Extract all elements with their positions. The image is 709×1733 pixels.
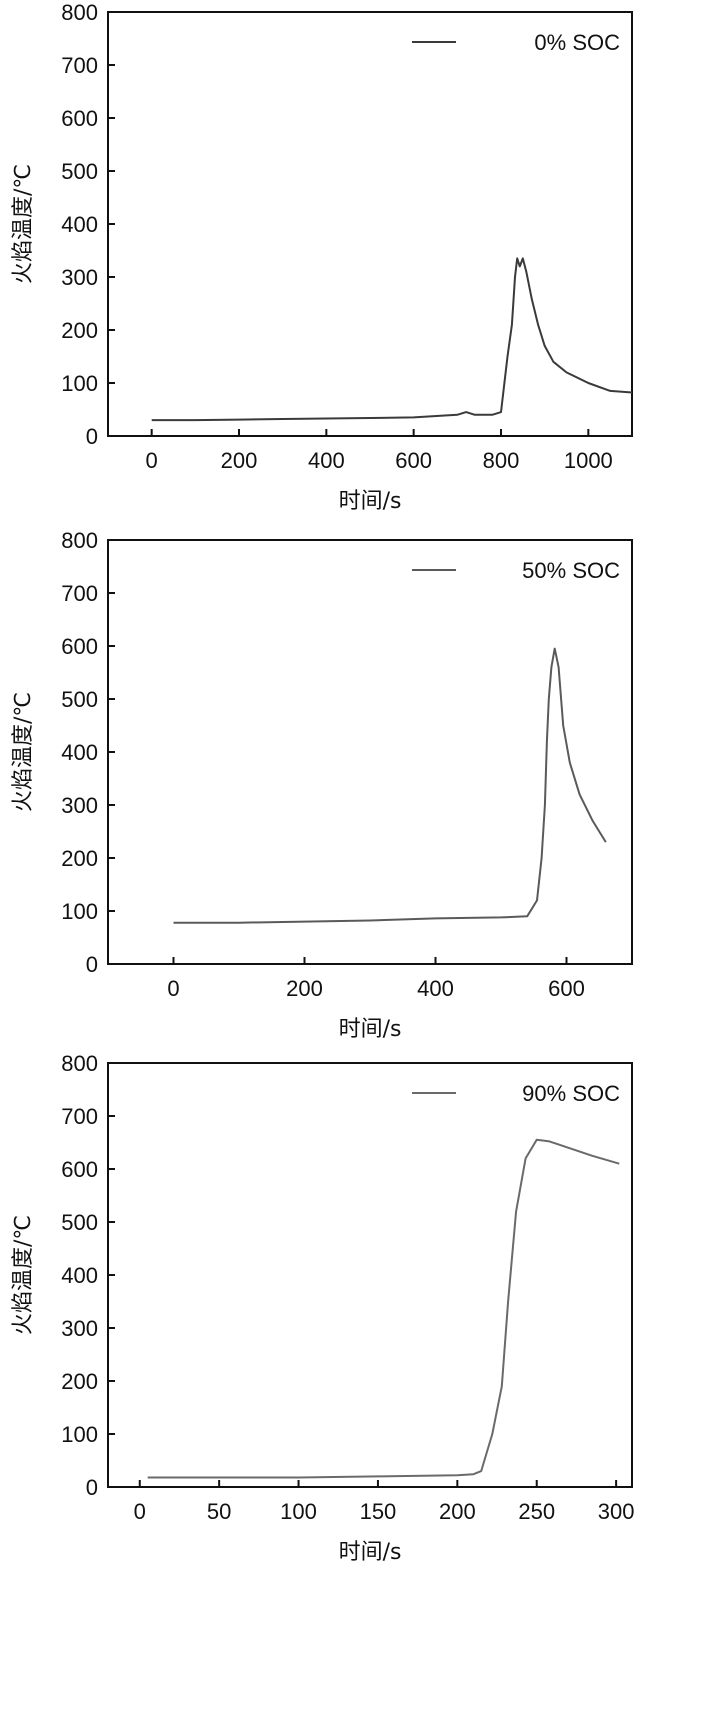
- y-tick-label: 600: [61, 634, 98, 659]
- chart-panel-1: 0 100 200 300 400 500 600 700 800 0 200 400 600 800 10…: [11, 0, 633, 514]
- y-tick-label: 500: [61, 687, 98, 712]
- x-axis-label: 时间/s: [339, 1017, 402, 1042]
- chart-panel-2: 0 100 200 300 400 500 600 700 800 0 200 400 600 时间/s 火…: [11, 528, 633, 1042]
- y-tick-label: 0: [86, 424, 98, 449]
- y-tick-label: 100: [61, 1422, 98, 1447]
- plot-frame: [107, 1062, 633, 1488]
- y-tick-label: 300: [61, 265, 98, 290]
- x-tick-label: 200: [439, 1499, 476, 1524]
- legend-label: 90% SOC: [522, 1081, 620, 1106]
- x-tick-label: 100: [280, 1499, 317, 1524]
- y-tick-label: 400: [61, 1263, 98, 1288]
- y-tick-label: 300: [61, 793, 98, 818]
- y-tick-label: 0: [86, 1475, 98, 1500]
- series-line-1: [151, 257, 633, 422]
- series-line-1: [147, 1138, 620, 1479]
- y-tick-label: 800: [61, 0, 98, 25]
- x-tick-label: 0: [134, 1499, 146, 1524]
- x-tick-label: 200: [221, 448, 258, 473]
- chart-panel-3: 0 100 200 300 400 500 600 700 800 0 50 100 150 200 250…: [11, 1051, 634, 1565]
- x-tick-label: 400: [308, 448, 345, 473]
- y-tick-label: 600: [61, 106, 98, 131]
- x-axis-label: 时间/s: [339, 1540, 402, 1565]
- y-tick-label: 800: [61, 528, 98, 553]
- x-tick-label: 300: [598, 1499, 635, 1524]
- y-tick-label: 600: [61, 1157, 98, 1182]
- y-tick-label: 400: [61, 740, 98, 765]
- y-tick-label: 800: [61, 1051, 98, 1076]
- x-tick-label: 600: [548, 976, 585, 1001]
- y-tick-label: 700: [61, 53, 98, 78]
- y-axis-label: 火焰温度/℃: [11, 164, 36, 284]
- legend-label: 50% SOC: [522, 558, 620, 583]
- x-tick-label: 50: [207, 1499, 231, 1524]
- y-axis-label: 火焰温度/℃: [11, 692, 36, 812]
- y-tick-label: 100: [61, 899, 98, 924]
- y-tick-label: 0: [86, 952, 98, 977]
- x-tick-label: 1000: [564, 448, 613, 473]
- x-tick-label: 800: [483, 448, 520, 473]
- legend-label: 0% SOC: [534, 30, 620, 55]
- y-tick-label: 500: [61, 159, 98, 184]
- x-tick-label: 150: [360, 1499, 397, 1524]
- y-tick-label: 200: [61, 318, 98, 343]
- x-tick-label: 0: [146, 448, 158, 473]
- y-tick-label: 200: [61, 846, 98, 871]
- x-tick-label: 400: [417, 976, 454, 1001]
- series-line-1: [173, 647, 607, 924]
- x-tick-label: 250: [518, 1499, 555, 1524]
- y-tick-label: 300: [61, 1316, 98, 1341]
- plot-frame: [107, 539, 633, 965]
- y-axis-label: 火焰温度/℃: [11, 1215, 36, 1335]
- x-tick-label: 0: [167, 976, 179, 1001]
- x-tick-label: 600: [395, 448, 432, 473]
- y-tick-label: 100: [61, 371, 98, 396]
- y-tick-label: 700: [61, 1104, 98, 1129]
- y-tick-label: 700: [61, 581, 98, 606]
- y-tick-label: 200: [61, 1369, 98, 1394]
- y-tick-label: 500: [61, 1210, 98, 1235]
- plot-frame: [107, 11, 633, 437]
- x-axis-label: 时间/s: [339, 489, 402, 514]
- y-tick-label: 400: [61, 212, 98, 237]
- x-tick-label: 200: [286, 976, 323, 1001]
